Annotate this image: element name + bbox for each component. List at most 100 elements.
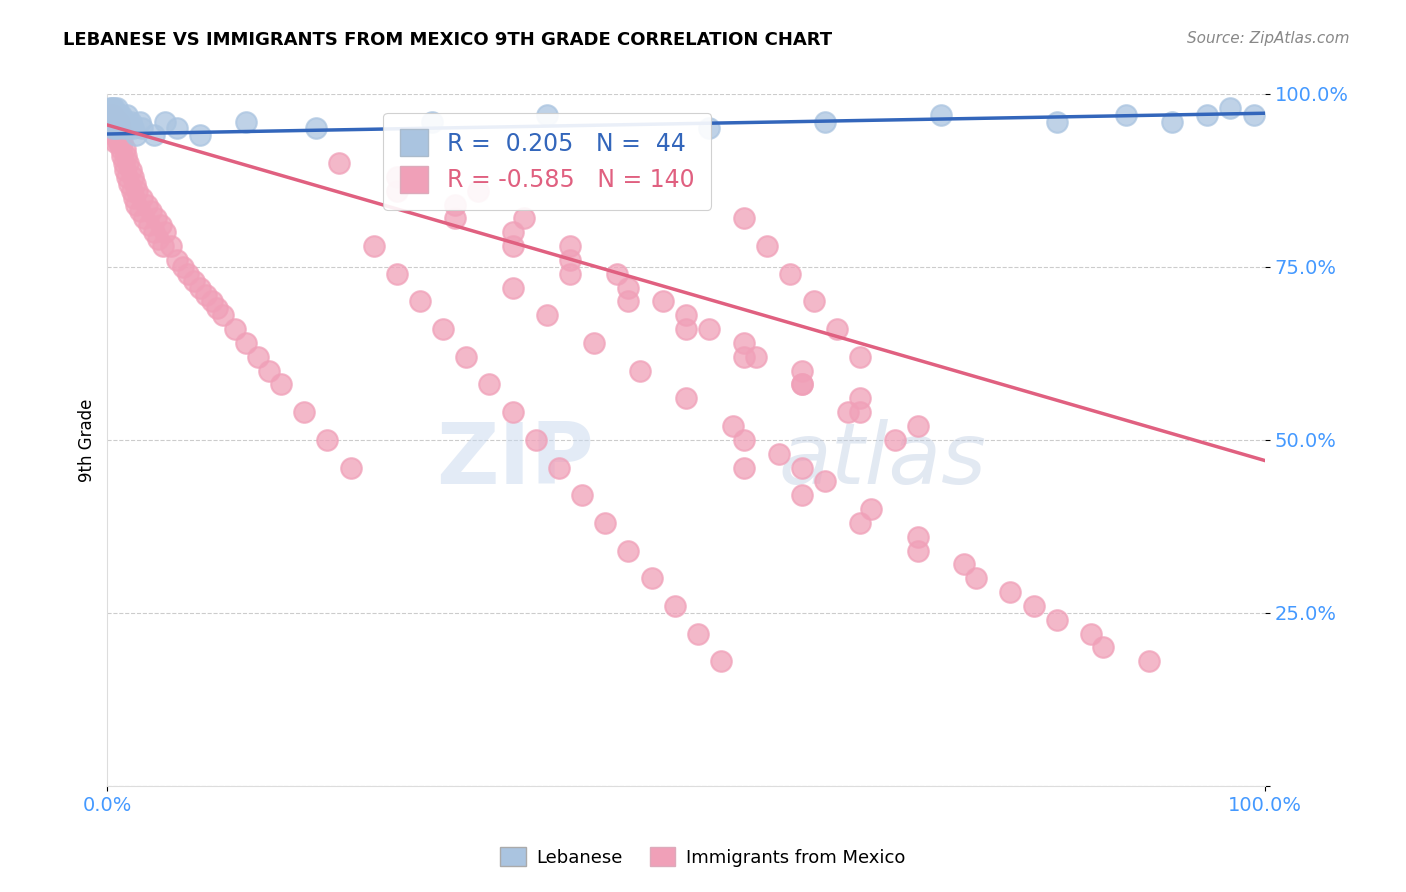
Point [907, 419, 929, 434]
Point [628, 364, 651, 378]
Point [166, 121, 188, 136]
Point [107, 121, 129, 136]
Point [582, 335, 605, 350]
Point [111, 114, 134, 128]
Point [270, 377, 292, 392]
Point [108, 128, 131, 143]
Point [111, 136, 134, 150]
Point [849, 392, 872, 406]
Text: atlas: atlas [779, 419, 987, 502]
Point [246, 350, 269, 364]
Point [733, 211, 755, 226]
Point [1000, 585, 1022, 599]
Point [112, 156, 135, 170]
Point [790, 377, 813, 392]
Point [606, 267, 628, 281]
Point [675, 322, 697, 336]
Point [235, 335, 257, 350]
Point [316, 433, 339, 447]
Point [675, 308, 697, 322]
Point [149, 219, 172, 233]
Point [860, 502, 883, 516]
Text: LEBANESE VS IMMIGRANTS FROM MEXICO 9TH GRADE CORRELATION CHART: LEBANESE VS IMMIGRANTS FROM MEXICO 9TH G… [63, 31, 832, 49]
Point [188, 128, 211, 143]
Point [721, 419, 744, 434]
Point [148, 232, 170, 246]
Point [790, 364, 813, 378]
Point [115, 149, 138, 163]
Point [212, 308, 235, 322]
Point [172, 260, 194, 274]
Point [560, 267, 582, 281]
Point [907, 543, 929, 558]
Point [768, 447, 790, 461]
Point [664, 599, 686, 613]
Point [115, 107, 138, 121]
Point [560, 252, 582, 267]
Point [131, 191, 153, 205]
Point [105, 101, 128, 115]
Point [536, 308, 558, 322]
Point [814, 475, 837, 489]
Point [110, 142, 132, 156]
Point [145, 211, 167, 226]
Point [1046, 613, 1069, 627]
Point [409, 294, 432, 309]
Point [121, 121, 143, 136]
Point [385, 184, 408, 198]
Point [155, 225, 177, 239]
Point [790, 377, 813, 392]
Point [152, 239, 174, 253]
Point [883, 433, 905, 447]
Point [560, 239, 582, 253]
Point [328, 156, 350, 170]
Point [114, 114, 136, 128]
Point [177, 267, 200, 281]
Point [120, 163, 142, 178]
Point [502, 225, 524, 239]
Point [593, 516, 616, 530]
Point [803, 294, 825, 309]
Point [115, 169, 138, 184]
Point [1092, 640, 1115, 655]
Point [101, 114, 124, 128]
Point [699, 322, 721, 336]
Point [128, 204, 150, 219]
Point [108, 121, 131, 136]
Point [617, 280, 640, 294]
Point [1219, 101, 1241, 115]
Point [790, 488, 813, 502]
Point [640, 571, 662, 585]
Point [443, 197, 465, 211]
Point [617, 294, 640, 309]
Point [110, 128, 132, 143]
Point [103, 114, 125, 128]
Point [1137, 654, 1160, 668]
Point [127, 184, 149, 198]
Point [524, 433, 547, 447]
Point [953, 558, 976, 572]
Point [385, 267, 408, 281]
Point [101, 121, 124, 136]
Point [675, 392, 697, 406]
Point [825, 322, 848, 336]
Point [105, 128, 128, 143]
Point [128, 114, 150, 128]
Point [104, 121, 127, 136]
Point [849, 516, 872, 530]
Point [131, 121, 153, 136]
Point [160, 239, 183, 253]
Point [125, 197, 148, 211]
Point [929, 107, 952, 121]
Point [502, 239, 524, 253]
Point [790, 460, 813, 475]
Point [814, 114, 837, 128]
Point [513, 211, 536, 226]
Point [105, 114, 128, 128]
Y-axis label: 9th Grade: 9th Grade [79, 398, 96, 482]
Point [699, 121, 721, 136]
Point [108, 114, 131, 128]
Point [112, 121, 135, 136]
Point [107, 121, 129, 136]
Point [1046, 114, 1069, 128]
